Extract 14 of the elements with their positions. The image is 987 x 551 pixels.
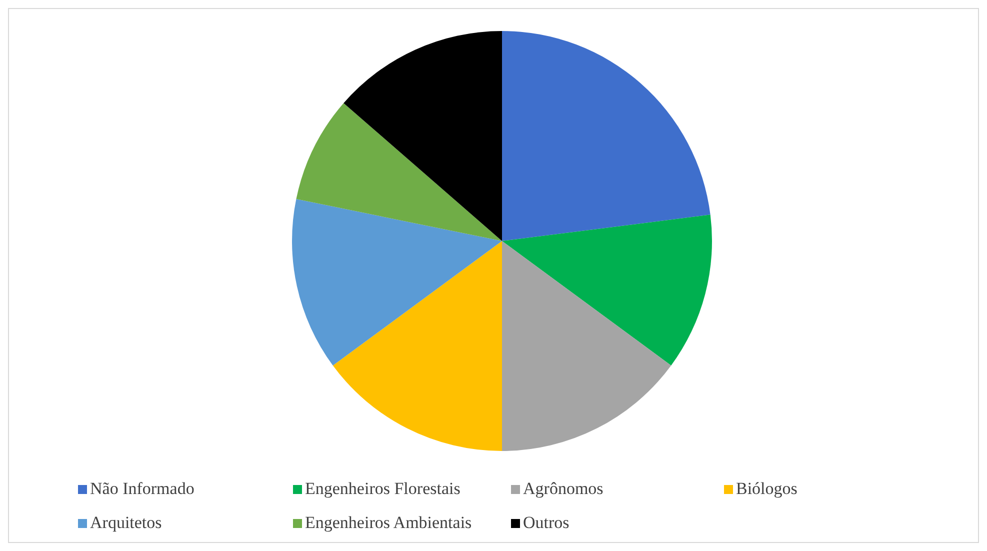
pie-slice xyxy=(502,241,672,451)
legend-label: Não Informado xyxy=(90,479,194,498)
legend-label: Arquitetos xyxy=(90,513,162,532)
pie-slice xyxy=(502,31,710,241)
pie-slice xyxy=(344,31,502,241)
pie-slice xyxy=(292,199,502,366)
legend-label: Agrônomos xyxy=(523,479,604,498)
legend-label: Biólogos xyxy=(736,479,798,498)
legend-label: Engenheiros Ambientais xyxy=(305,513,472,532)
legend-label: Engenheiros Florestais xyxy=(305,479,460,498)
pie-slice xyxy=(296,103,502,241)
pie-slice xyxy=(502,214,712,366)
legend-label: Outros xyxy=(523,513,570,532)
pie-slice xyxy=(332,241,502,451)
